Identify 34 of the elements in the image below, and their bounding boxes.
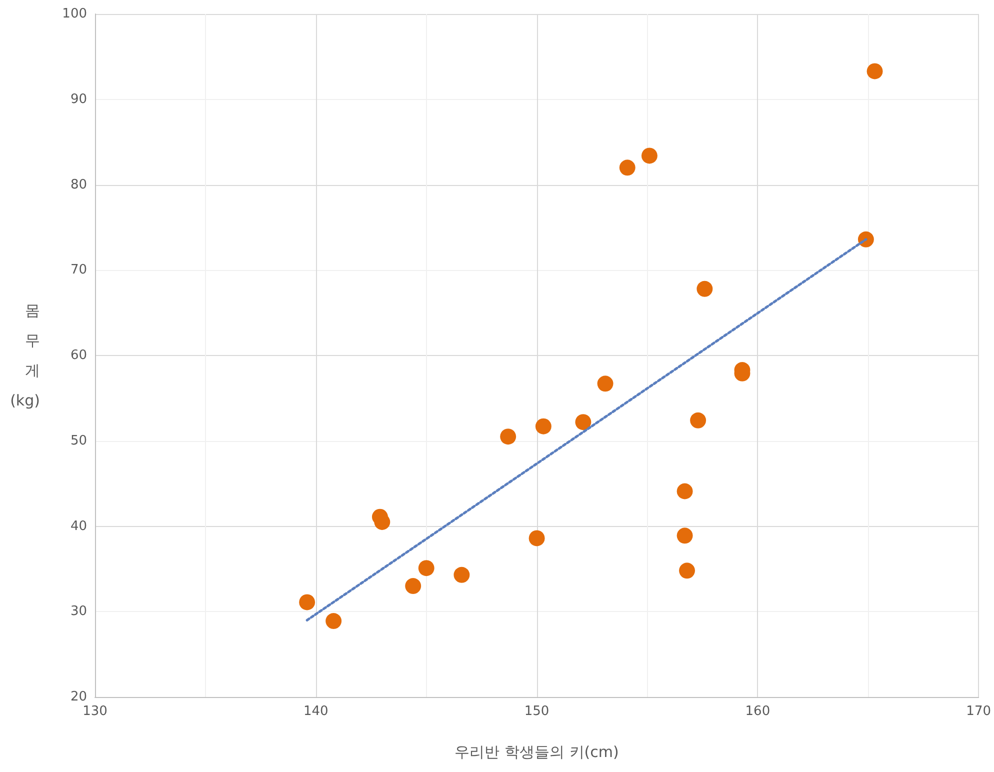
x-tick-label: 160	[745, 704, 770, 719]
point	[597, 376, 614, 392]
point	[535, 418, 552, 434]
y-tick-label: 70	[70, 262, 87, 278]
y-tick-label: 60	[70, 348, 87, 363]
point	[679, 562, 696, 579]
x-axis-title: 우리반 학생들의 키(cm)	[454, 743, 619, 761]
point	[619, 160, 636, 176]
x-tick-label: 170	[966, 704, 992, 719]
y-tick-label: 100	[62, 6, 87, 22]
point	[575, 414, 592, 430]
point	[418, 560, 434, 576]
point	[500, 428, 516, 445]
y-tick-label: 40	[70, 518, 87, 534]
point	[676, 483, 693, 500]
y-tick-label: 30	[70, 604, 87, 620]
x-tick-label: 150	[524, 704, 550, 719]
point	[641, 148, 658, 164]
point	[696, 280, 713, 297]
point	[676, 528, 693, 544]
y-tick-label: 80	[70, 177, 87, 192]
point	[528, 530, 545, 546]
y-tick-label: 50	[70, 433, 87, 448]
point	[299, 594, 316, 610]
x-tick-label: 140	[303, 704, 328, 719]
y-tick-label: 20	[70, 690, 87, 704]
x-tick-label: 130	[82, 704, 108, 719]
y-tick-label: 90	[70, 92, 87, 107]
point	[454, 566, 470, 583]
y-axis-title: 몸 무 게 (kg)	[10, 302, 40, 410]
point	[866, 63, 883, 80]
point	[405, 578, 422, 594]
point	[326, 613, 342, 630]
point	[690, 412, 706, 428]
